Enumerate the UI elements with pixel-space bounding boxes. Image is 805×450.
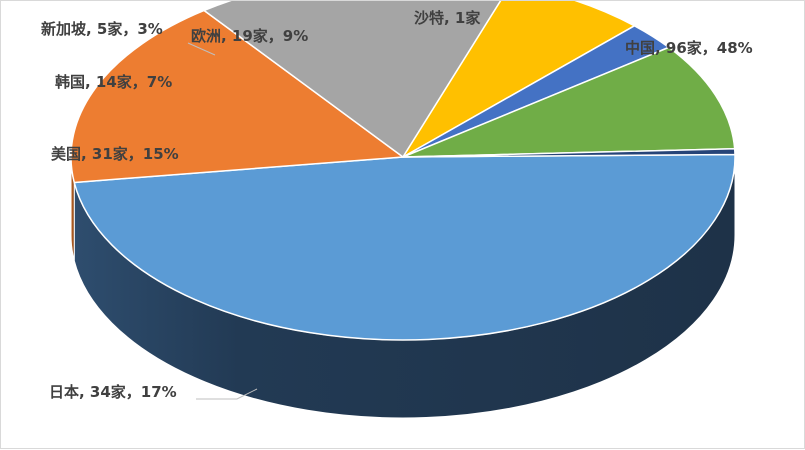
data-label-sg: 新加坡, 5家，3% — [41, 20, 163, 38]
leader-line-sg — [187, 42, 216, 56]
pie-slice-cn — [73, 153, 736, 341]
data-label-us: 美国, 31家，15% — [51, 145, 179, 163]
pie-slice-us — [203, 1, 502, 158]
data-label-eu: 欧洲, 19家，9% — [191, 27, 308, 45]
pie-slice-eu — [402, 46, 736, 158]
data-label-sa: 沙特, 1家 — [414, 9, 480, 27]
pie-tops — [70, 1, 736, 341]
leader-line-jp — [196, 388, 258, 400]
pie-slice-jp — [70, 9, 404, 184]
data-label-cn: 中国, 96家，48% — [625, 39, 753, 57]
data-labels: 中国, 96家，48% 日本, 34家，17% 美国, 31家，15% 韩国, 14家… — [41, 9, 753, 401]
data-label-jp: 日本, 34家，17% — [49, 383, 177, 401]
pie-slice-kr — [402, 1, 636, 158]
data-label-kr: 韩国, 14家，7% — [55, 73, 172, 91]
leader-lines — [187, 42, 258, 400]
pie-slice-sa — [402, 147, 736, 158]
